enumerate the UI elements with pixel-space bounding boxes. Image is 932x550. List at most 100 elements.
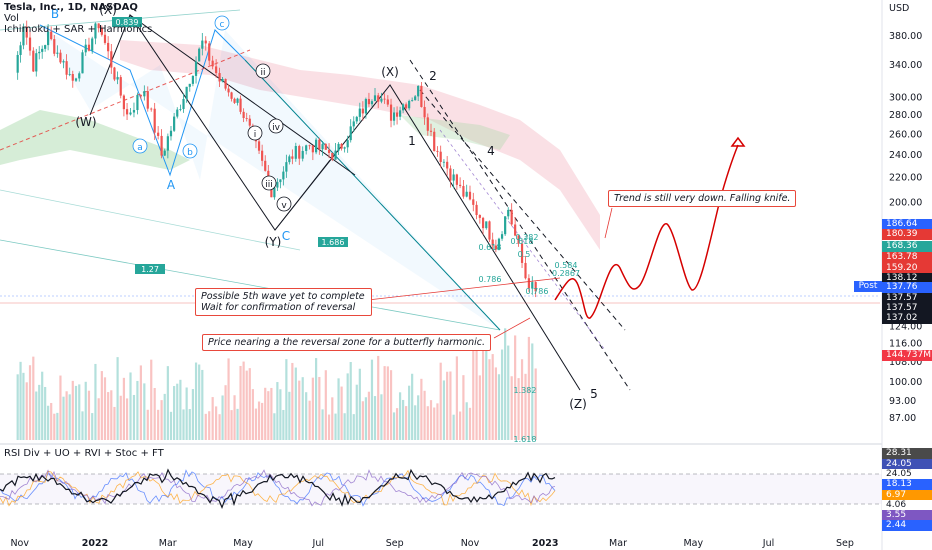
volume-bar: [337, 378, 340, 440]
volume-bar: [211, 397, 214, 440]
volume-bar: [143, 383, 146, 440]
volume-bar: [38, 384, 41, 440]
post-label[interactable]: Post: [854, 281, 882, 292]
candle-body: [113, 67, 116, 80]
price-tick-label: 100.00: [889, 377, 922, 388]
volume-bar: [153, 388, 156, 440]
volume-bar: [367, 391, 371, 440]
volume-bar: [169, 411, 173, 440]
volume-bar: [358, 368, 361, 440]
fib-label: 1.686: [322, 238, 345, 247]
fib-label: 1.618: [514, 435, 537, 444]
wave-label: ii: [260, 68, 265, 78]
candle-body: [408, 100, 411, 109]
candle-body: [242, 111, 245, 119]
candle-body: [139, 95, 142, 97]
volume-bar: [41, 371, 44, 440]
candle-body: [62, 61, 65, 63]
rsi-tag: 28.31: [882, 448, 932, 459]
price-tag: 163.78: [882, 252, 932, 263]
volume-bar: [84, 381, 87, 440]
indicator-vol[interactable]: Vol: [4, 13, 19, 24]
volume-bar: [276, 382, 279, 440]
fifth-wave-pointer: [367, 277, 561, 301]
volume-bar: [446, 371, 449, 440]
volume-bar: [44, 386, 47, 440]
candle-body: [41, 48, 44, 52]
volume-bars: [16, 328, 537, 440]
rsi-tag: 18.13: [882, 479, 932, 490]
symbol-title[interactable]: Tesla, Inc., 1D, NASDAQ: [4, 2, 138, 13]
fib-label-bg: [112, 17, 142, 27]
candle-body: [321, 144, 324, 150]
candle-body: [531, 282, 534, 289]
price-tick-label: 87.00: [889, 413, 916, 424]
candle-body: [534, 282, 537, 292]
candle-body: [386, 99, 389, 105]
time-tick-label: 2022: [82, 538, 108, 549]
volume-bar: [251, 389, 254, 440]
volume-bar: [129, 372, 132, 440]
candle-body: [236, 98, 239, 103]
candle-body: [392, 112, 396, 121]
rsi-legend[interactable]: RSI Div + UO + RVI + Stoc + FT: [4, 448, 164, 459]
butterfly-note: Price nearing a the reversal zone for a …: [208, 337, 486, 348]
candle-body: [25, 26, 28, 38]
candle-body: [352, 121, 355, 127]
butterfly-pointer: [493, 317, 531, 339]
candle-body: [462, 186, 465, 197]
volume-bar: [321, 409, 324, 440]
volume-bar: [472, 336, 475, 440]
volume-bar: [94, 363, 97, 440]
candle-body: [65, 61, 68, 75]
candle-body: [364, 98, 367, 114]
candle-body: [423, 106, 426, 118]
volume-bar: [50, 402, 53, 440]
price-tick-label: 260.00: [889, 129, 922, 140]
volume-bar: [32, 356, 35, 440]
volume-bar: [25, 382, 28, 440]
rsi-band: [0, 474, 882, 504]
candle-body: [517, 235, 520, 244]
harmonic-leg: [244, 59, 501, 331]
volume-bar: [452, 414, 455, 440]
candle-body: [56, 52, 59, 54]
volume-bar: [218, 414, 221, 440]
price-tick-label: 116.00: [889, 339, 922, 350]
butterfly-callout: Price nearing a the reversal zone for a …: [202, 334, 492, 351]
wave-marker-circle: [247, 125, 263, 141]
forecast-arrow: [730, 136, 746, 147]
volume-bar: [47, 405, 50, 440]
wave-label: C: [282, 229, 290, 243]
candle-body: [370, 101, 374, 105]
candle-body: [32, 50, 35, 72]
candle-body: [417, 85, 420, 97]
time-axis[interactable]: Nov 2022 Mar May Jul Sep Nov 2023 Mar May Jul Sep: [10, 538, 853, 549]
candle-body: [94, 23, 97, 39]
fib-label: 0.786: [526, 287, 549, 296]
candle-body: [395, 112, 399, 117]
candle-body: [157, 132, 160, 136]
rsi-tag: 2.44: [882, 520, 932, 531]
wave-marker-circle: [132, 138, 148, 154]
volume-bar: [500, 349, 504, 440]
wave-marker-circle: [261, 175, 277, 191]
volume-bar: [423, 390, 426, 440]
volume-bar: [74, 385, 78, 440]
volume-bar: [364, 397, 367, 440]
indicator-ichimoku[interactable]: Ichimoku + SAR + Harmonics: [4, 24, 153, 35]
candle-body: [373, 95, 377, 102]
fib-label: 0.839: [116, 18, 139, 27]
fifth-wave-line1: Possible 5th wave yet to complete: [201, 291, 365, 302]
candle-body: [318, 139, 321, 150]
candle-body: [224, 78, 227, 89]
volume-bar: [160, 400, 163, 440]
volume-bar: [305, 392, 308, 440]
fib-label-bg: [318, 237, 348, 247]
wave-label: v: [281, 201, 287, 211]
price-tag: 159.20: [882, 263, 932, 274]
volume-bar: [398, 392, 402, 440]
price-tick-label: 240.00: [889, 150, 922, 161]
ichimoku-cloud: [120, 40, 600, 250]
